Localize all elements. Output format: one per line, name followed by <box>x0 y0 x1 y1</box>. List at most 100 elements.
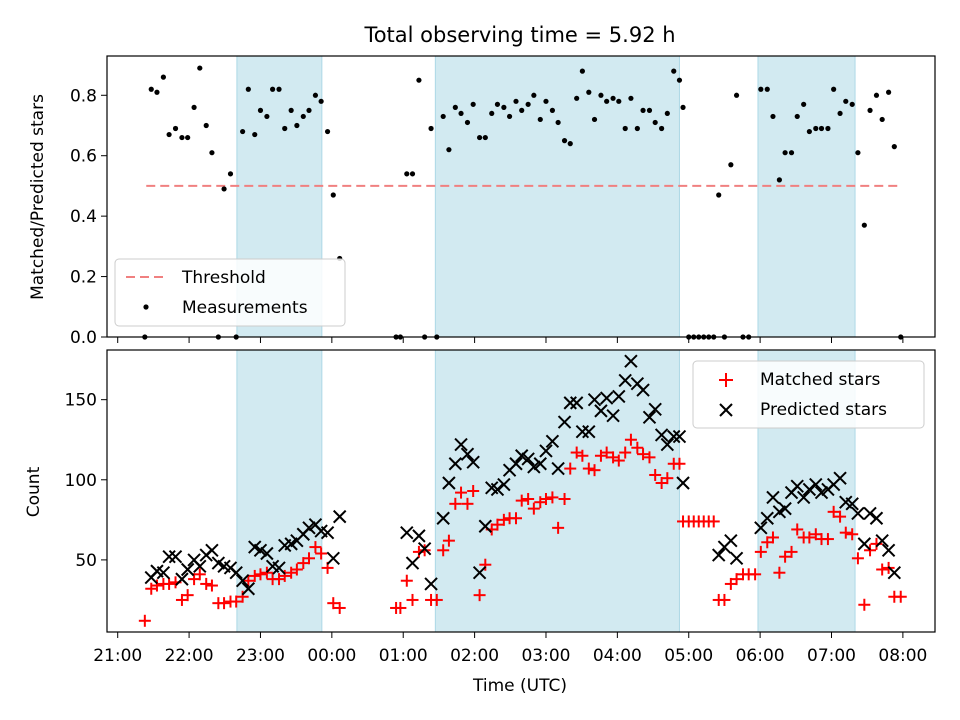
predicted-star-point <box>557 415 572 429</box>
predicted-star-point <box>533 457 547 471</box>
predicted-star-point <box>863 506 877 521</box>
measurement-point <box>240 128 246 135</box>
predicted-star-point <box>851 506 865 521</box>
predicted-star-point <box>454 437 468 452</box>
measurement-point <box>776 177 782 183</box>
predicted-star-point <box>612 389 626 404</box>
measurement-point <box>770 113 776 120</box>
measurement-point <box>393 334 399 340</box>
measurement-point <box>891 144 897 150</box>
legend-matched-swatch <box>719 373 733 387</box>
measurement-point <box>782 150 788 156</box>
predicted-star-point <box>156 566 171 580</box>
x-tick-label: 08:00 <box>878 646 927 666</box>
measurement-point <box>482 134 488 141</box>
measurement-point <box>543 98 549 104</box>
top-y-tick-label: 0.6 <box>70 147 97 167</box>
x-tick-label: 01:00 <box>379 646 428 666</box>
measurement-point <box>142 334 148 340</box>
predicted-star-point <box>260 546 274 561</box>
matched-star-point <box>821 533 834 546</box>
predicted-star-point <box>272 561 286 575</box>
predicted-star-point <box>320 525 335 540</box>
predicted-star-point <box>551 461 565 476</box>
measurement-point <box>221 186 227 192</box>
matched-star-point <box>846 528 859 541</box>
measurement-point <box>270 86 276 92</box>
matched-star-point <box>303 552 316 565</box>
measurement-point <box>867 107 873 113</box>
measurement-point <box>567 141 573 147</box>
measurement-point <box>746 334 752 340</box>
predicted-star-point <box>521 452 535 466</box>
matched-star-point <box>467 485 480 497</box>
matched-star-point <box>515 494 528 507</box>
predicted-star-point <box>509 457 523 471</box>
measurement-point <box>879 116 885 123</box>
matched-star-point <box>254 568 267 581</box>
predicted-star-point <box>162 549 176 564</box>
predicted-star-point <box>648 402 662 416</box>
measurement-point <box>531 92 537 98</box>
predicted-star-point <box>497 477 511 492</box>
predicted-star-point <box>869 511 884 525</box>
bottom-plot-frame <box>106 349 936 633</box>
measurement-point <box>616 98 622 104</box>
predicted-star-point <box>796 490 811 505</box>
predicted-star-point <box>802 482 817 497</box>
matched-star-point <box>430 593 443 606</box>
x-axis-label: Time (UTC) <box>472 676 567 696</box>
matched-star-point <box>193 568 206 581</box>
predicted-star-point <box>760 511 774 525</box>
bottom-y-axis: 50 100 150 <box>65 391 107 571</box>
measurement-point <box>160 74 166 80</box>
predicted-star-point <box>790 479 804 493</box>
measurement-point <box>711 334 717 340</box>
matched-star-point <box>290 563 303 576</box>
measurement-point <box>440 113 446 120</box>
measurement-point <box>404 171 410 177</box>
measurement-point <box>197 65 203 71</box>
predicted-star-point <box>253 543 268 557</box>
measurement-point <box>276 86 282 92</box>
measurement-point <box>831 86 837 92</box>
predicted-star-point <box>563 396 577 410</box>
x-tick-label: 07:00 <box>807 646 856 666</box>
measurement-point <box>818 125 825 132</box>
predicted-star-point <box>175 572 189 586</box>
bottom-y-tick-label: 50 <box>75 551 97 571</box>
matched-star-point <box>773 566 786 579</box>
measurement-point <box>300 113 306 120</box>
predicted-star-point <box>587 392 602 407</box>
predicted-star-point <box>472 566 487 580</box>
legend-predicted-swatch <box>719 403 733 417</box>
measurement-point <box>209 150 215 156</box>
predicted-star-point <box>845 497 859 511</box>
measurement-point <box>610 95 616 101</box>
matched-star-point <box>455 486 468 499</box>
measurement-point <box>203 122 209 129</box>
predicted-star-point <box>667 429 681 444</box>
matched-star-point <box>576 449 589 462</box>
matched-star-point <box>766 531 779 544</box>
matched-star-point <box>278 569 291 582</box>
matched-star-point <box>236 590 249 603</box>
matched-star-point <box>461 497 474 510</box>
measurement-point <box>813 125 819 132</box>
predicted-star-point <box>814 485 829 500</box>
predicted-star-point <box>676 476 690 490</box>
measurement-point <box>519 107 525 113</box>
matched-star-point <box>418 544 431 557</box>
predicted-star-point <box>660 437 675 452</box>
predicted-star-point <box>624 354 638 368</box>
top-shaded-band-3 <box>757 55 856 338</box>
measurement-point <box>806 128 812 135</box>
measurement-point <box>671 68 677 74</box>
matched-star-point <box>749 568 762 581</box>
measurement-point <box>728 162 734 168</box>
top-shaded-bands <box>236 55 856 338</box>
measurement-point <box>489 110 495 117</box>
measurement-point <box>288 107 294 113</box>
matched-star-point <box>200 577 213 590</box>
matched-star-point <box>242 574 255 587</box>
